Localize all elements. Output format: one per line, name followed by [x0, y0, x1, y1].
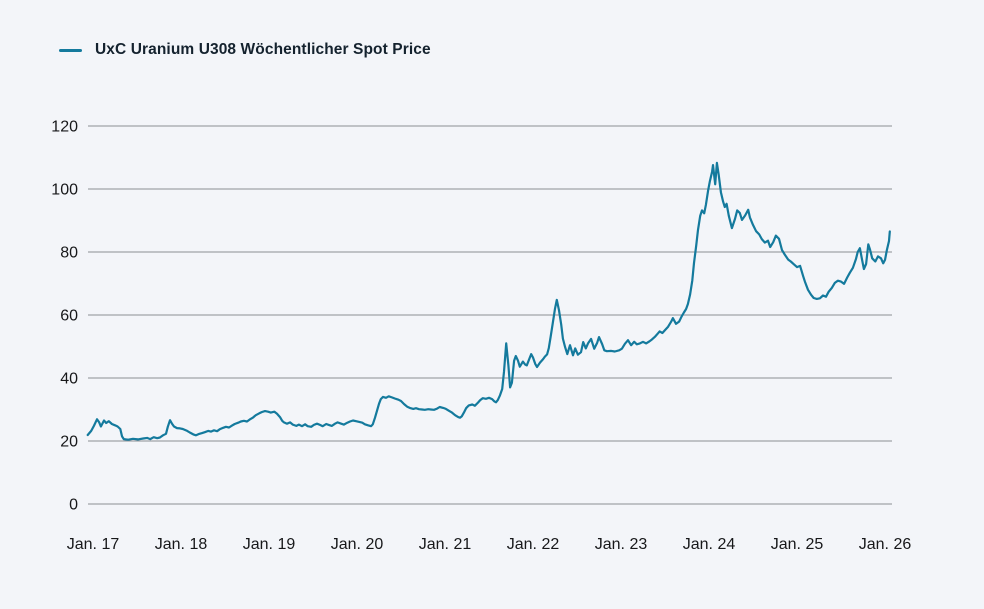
y-tick-label: 80: [60, 245, 78, 262]
y-tick-label: 40: [60, 371, 78, 388]
price-line: [86, 161, 891, 441]
y-tick-label: 120: [51, 119, 78, 136]
x-tick-label: Jan. 23: [595, 536, 648, 553]
x-tick-label: Jan. 18: [155, 536, 208, 553]
x-tick-label: Jan. 22: [507, 536, 560, 553]
series-line-swatch: [59, 48, 82, 52]
legend: UxC Uranium U308 Wöchentlicher Spot Pric…: [59, 41, 431, 59]
y-tick-label: 100: [51, 182, 78, 199]
y-axis-labels: 0 20 40 60 80 100 120: [51, 119, 78, 514]
price-line-group: [86, 161, 891, 441]
x-tick-label: Jan. 17: [67, 536, 120, 553]
gridlines: [88, 125, 892, 505]
y-tick-label: 60: [60, 308, 78, 325]
x-tick-label: Jan. 25: [771, 536, 824, 553]
x-tick-label: Jan. 26: [859, 536, 912, 553]
x-tick-label: Jan. 20: [331, 536, 384, 553]
y-tick-label: 20: [60, 434, 78, 451]
x-tick-label: Jan. 24: [683, 536, 736, 553]
legend-label: UxC Uranium U308 Wöchentlicher Spot Pric…: [95, 41, 431, 58]
x-tick-label: Jan. 21: [419, 536, 472, 553]
y-tick-label: 0: [69, 497, 78, 514]
x-axis-labels: Jan. 17 Jan. 18 Jan. 19 Jan. 20 Jan. 21 Jan. …: [67, 536, 912, 553]
x-tick-label: Jan. 19: [243, 536, 296, 553]
